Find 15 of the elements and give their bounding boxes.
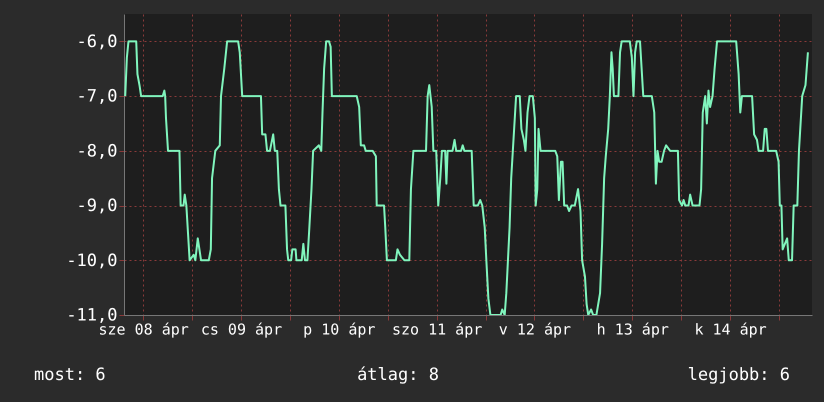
- y-tick-label: -11,0: [66, 306, 118, 326]
- y-tick-label: -8,0: [76, 141, 118, 162]
- x-tick-label: k 14 ápr: [694, 320, 767, 338]
- x-tick-label: v 12 ápr: [498, 320, 572, 338]
- y-tick-label: -9,0: [76, 196, 118, 216]
- y-tick-label: -10,0: [66, 250, 118, 271]
- x-tick-label: szo 11 ápr: [392, 320, 482, 338]
- x-tick-label: p 10 ápr: [303, 320, 376, 338]
- x-tick-label: h 13 ápr: [596, 320, 669, 338]
- y-tick-label: -6,0: [76, 32, 118, 52]
- text: most: 6: [34, 365, 106, 385]
- x-tick-label: cs 09 ápr: [200, 320, 282, 338]
- text: átlag: 8: [357, 365, 439, 385]
- y-tick-label: -7,0: [76, 86, 118, 107]
- text: legjobb: 6: [688, 365, 790, 385]
